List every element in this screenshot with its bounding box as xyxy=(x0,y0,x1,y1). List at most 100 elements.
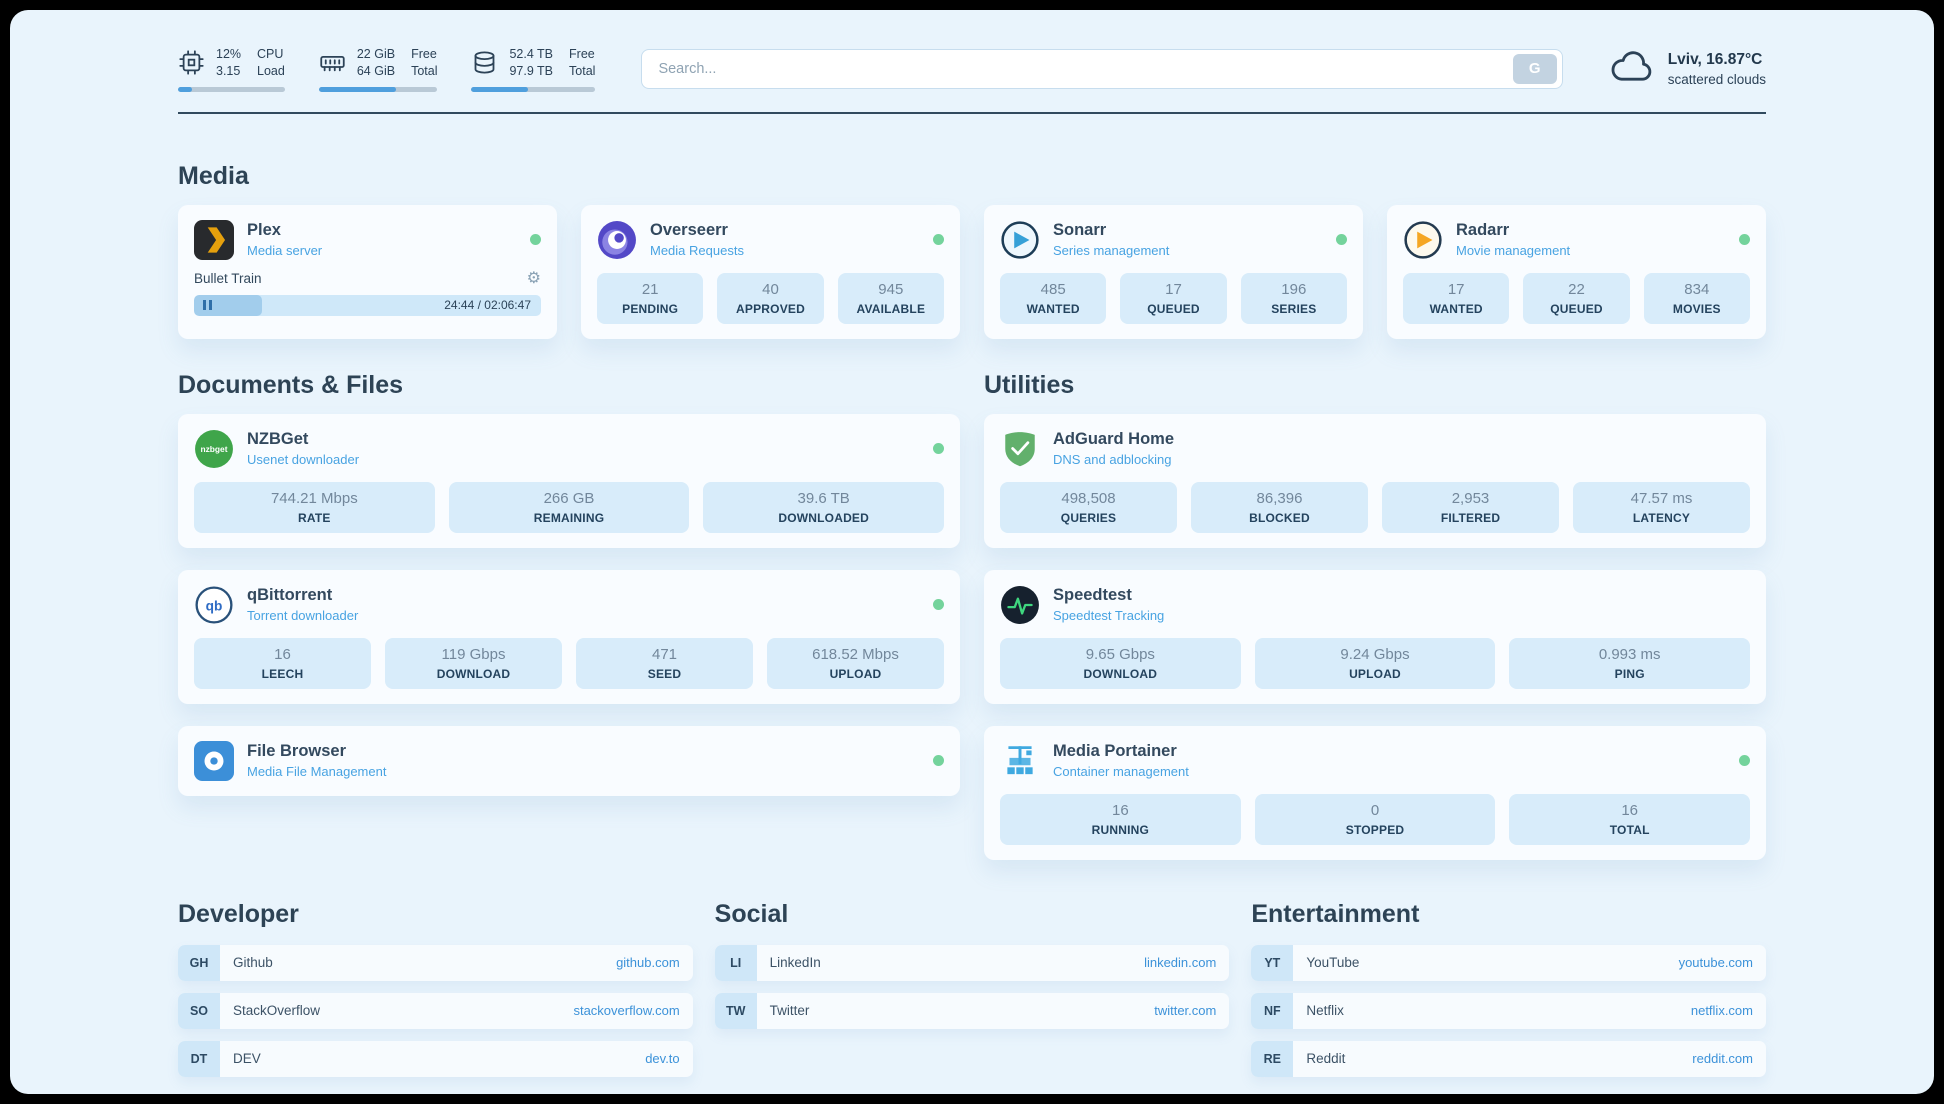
top-bar: 12% 3.15 CPU Load xyxy=(178,46,1766,92)
bookmark-name: Reddit xyxy=(1306,1051,1346,1067)
bookmark-link-dev[interactable]: DT DEV dev.to xyxy=(178,1040,693,1077)
bookmark-name: StackOverflow xyxy=(233,1003,321,1019)
status-dot xyxy=(933,234,944,246)
nzbget-card[interactable]: nzbget NZBGet Usenet downloader 744.21 M… xyxy=(178,413,960,548)
overseerr-icon xyxy=(597,220,637,260)
service-name: Radarr xyxy=(1456,221,1510,240)
qbittorrent-card[interactable]: qb qBittorrent Torrent downloader 16 LEEC… xyxy=(178,569,960,704)
service-subtitle: Usenet downloader xyxy=(247,452,360,468)
bookmark-link-linkedin[interactable]: LI LinkedIn linkedin.com xyxy=(714,944,1230,981)
ram-usage-fill xyxy=(318,86,396,92)
ram-free-value: 22 GiB xyxy=(356,47,396,61)
bookmark-url: netflix.com xyxy=(1690,1003,1753,1019)
disk-monitor: 52.4 TB 97.9 TB Free Total xyxy=(471,46,596,92)
search-input[interactable] xyxy=(642,60,1513,77)
stat-box: 16 TOTAL xyxy=(1509,793,1751,845)
status-dot xyxy=(933,443,944,455)
bookmark-code: YT xyxy=(1251,944,1294,981)
adguard-icon xyxy=(1000,429,1040,469)
status-dot xyxy=(1739,755,1750,767)
disk-free-label: Free xyxy=(569,47,595,61)
stat-box: 9.65 Gbps DOWNLOAD xyxy=(1000,637,1241,689)
svg-text:qb: qb xyxy=(206,598,223,613)
service-subtitle: Movie management xyxy=(1456,243,1571,259)
bookmark-link-twitter[interactable]: TW Twitter twitter.com xyxy=(714,992,1230,1029)
service-subtitle: Container management xyxy=(1053,764,1189,780)
stat-box: 86,396 BLOCKED xyxy=(1191,481,1368,533)
nzbget-icon: nzbget xyxy=(194,429,234,469)
sonarr-card[interactable]: Sonarr Series management 485 WANTED 17 QUE… xyxy=(984,204,1363,339)
ram-total-value: 64 GiB xyxy=(356,63,396,78)
speedtest-card[interactable]: Speedtest Speedtest Tracking 9.65 Gbps DO… xyxy=(984,569,1766,704)
overseerr-card[interactable]: Overseerr Media Requests 21 PENDING 40 APP… xyxy=(581,204,960,339)
cpu-label: CPU xyxy=(257,47,284,61)
cpu-percent: 12% xyxy=(216,47,242,61)
bookmark-name: Github xyxy=(233,955,273,971)
bookmark-url: stackoverflow.com xyxy=(573,1003,680,1019)
radarr-card[interactable]: Radarr Movie management 17 WANTED 22 QUEUE… xyxy=(1387,204,1766,339)
gear-icon[interactable]: ⚙ xyxy=(526,269,541,287)
bookmark-url: github.com xyxy=(616,955,680,971)
qbittorrent-icon: qb xyxy=(194,585,234,625)
disk-total-value: 97.9 TB xyxy=(509,63,554,78)
service-subtitle: DNS and adblocking xyxy=(1053,452,1172,468)
service-subtitle: Series management xyxy=(1053,243,1170,259)
bookmark-name: YouTube xyxy=(1306,955,1360,971)
bookmark-name: DEV xyxy=(233,1051,261,1067)
bookmark-link-reddit[interactable]: RE Reddit reddit.com xyxy=(1251,1040,1766,1077)
cloud-icon xyxy=(1609,49,1655,88)
disk-free-value: 52.4 TB xyxy=(509,47,554,61)
bookmark-link-youtube[interactable]: YT YouTube youtube.com xyxy=(1251,944,1766,981)
weather-condition: scattered clouds xyxy=(1667,71,1766,87)
service-name: Overseerr xyxy=(650,221,728,240)
bookmark-code: RE xyxy=(1251,1040,1294,1077)
search-provider-button[interactable]: G xyxy=(1512,53,1557,84)
section-media: Media Plex Media server Bullet Train xyxy=(178,162,1766,339)
bookmark-link-github[interactable]: GH Github github.com xyxy=(178,944,693,981)
stat-box: 945 AVAILABLE xyxy=(837,272,944,324)
bookmark-url: reddit.com xyxy=(1692,1051,1753,1067)
stat-box: 21 PENDING xyxy=(597,272,704,324)
disk-usage-bar xyxy=(471,86,596,92)
cpu-load-value: 3.15 xyxy=(216,63,241,78)
bookmark-code: GH xyxy=(178,944,220,981)
stat-box: 834 MOVIES xyxy=(1643,272,1750,324)
social-section-title: Social xyxy=(714,899,789,928)
cpu-icon xyxy=(178,49,205,76)
dashboard: 12% 3.15 CPU Load xyxy=(10,10,1934,1094)
search-bar: G xyxy=(641,48,1563,89)
utilities-section-title: Utilities xyxy=(984,370,1075,399)
service-name: qBittorrent xyxy=(247,586,333,605)
plex-card[interactable]: Plex Media server Bullet Train ⚙ 24:44 /… xyxy=(178,204,557,339)
filebrowser-card[interactable]: File Browser Media File Management xyxy=(178,725,960,796)
service-subtitle: Media File Management xyxy=(247,764,387,780)
playback-progress-bar[interactable]: 24:44 / 02:06:47 xyxy=(194,294,541,316)
adguard-card[interactable]: AdGuard Home DNS and adblocking 498,508 Q… xyxy=(984,413,1766,548)
entertainment-section-title: Entertainment xyxy=(1251,899,1420,928)
stat-box: 618.52 Mbps UPLOAD xyxy=(767,637,944,689)
service-name: Sonarr xyxy=(1053,221,1107,240)
bookmark-code: LI xyxy=(714,944,757,981)
service-name: NZBGet xyxy=(247,430,309,449)
stat-box: 17 WANTED xyxy=(1403,272,1510,324)
playback-progress-fill xyxy=(194,294,262,316)
stat-box: 39.6 TB DOWNLOADED xyxy=(703,481,945,533)
bookmark-code: DT xyxy=(178,1040,220,1077)
plex-icon xyxy=(194,219,234,260)
disk-icon xyxy=(471,49,498,76)
disk-total-label: Total xyxy=(569,63,596,78)
service-subtitle: Media Requests xyxy=(650,243,744,259)
bookmark-code: NF xyxy=(1251,992,1294,1029)
portainer-card[interactable]: Media Portainer Container management 16 R… xyxy=(984,725,1766,860)
bookmark-link-stackoverflow[interactable]: SO StackOverflow stackoverflow.com xyxy=(178,992,693,1029)
bookmark-url: linkedin.com xyxy=(1144,955,1217,971)
stat-box: 47.57 ms LATENCY xyxy=(1573,481,1750,533)
service-name: Speedtest xyxy=(1053,586,1132,605)
filebrowser-icon xyxy=(194,740,234,781)
section-entertainment: Entertainment YT YouTube youtube.com NF … xyxy=(1251,900,1766,1077)
stat-box: 17 QUEUED xyxy=(1120,272,1227,324)
bookmark-link-netflix[interactable]: NF Netflix netflix.com xyxy=(1251,992,1766,1029)
bookmark-name: Twitter xyxy=(769,1003,810,1019)
stat-box: 22 QUEUED xyxy=(1523,272,1630,324)
